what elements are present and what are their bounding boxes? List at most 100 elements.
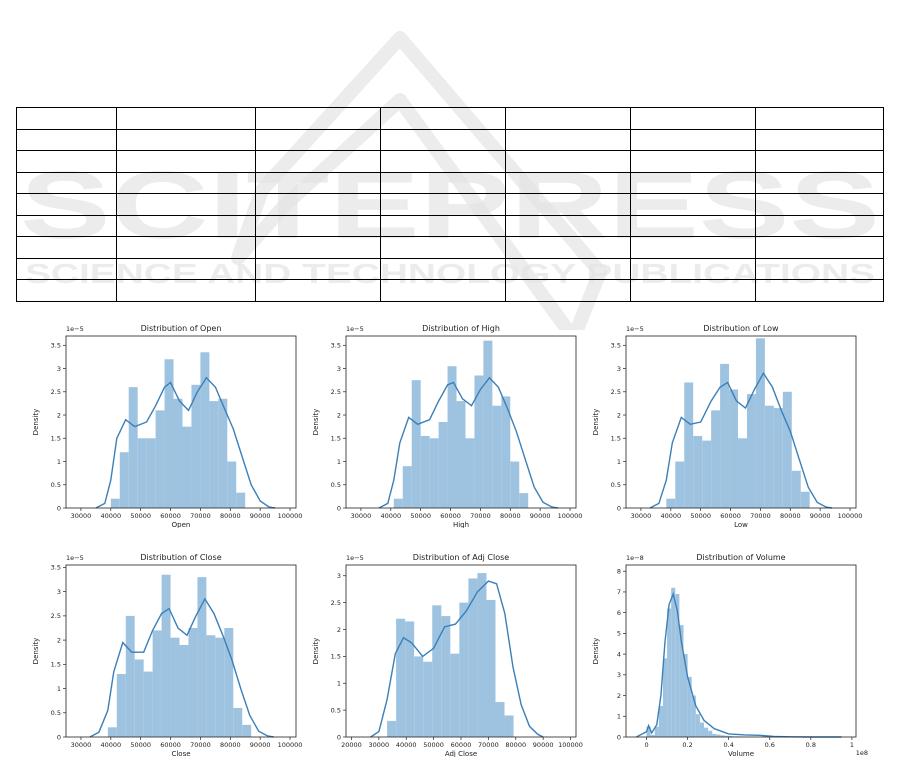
y-tick-label: 3: [337, 572, 341, 580]
histogram-bar: [393, 498, 403, 508]
table-cell: [755, 128, 884, 151]
chart-high: Distribution of High 1e−5 30000 40000 50000 6…: [310, 318, 590, 528]
table-cell: [755, 193, 884, 216]
histogram-bar: [173, 398, 183, 508]
histogram-bar: [699, 722, 705, 737]
table-cell: [16, 236, 117, 259]
y-tick-label: 3: [337, 365, 341, 373]
x-tick-label: 100000: [838, 512, 863, 520]
histogram-bar: [218, 398, 228, 508]
table-row: [16, 257, 884, 280]
x-tick-label: 80000: [505, 741, 526, 749]
x-tick-label: 90000: [250, 512, 271, 520]
histogram-bar: [658, 705, 663, 737]
histogram-bar: [693, 435, 703, 508]
x-tick-label: 80000: [220, 512, 241, 520]
histogram-bar: [110, 498, 120, 508]
histogram-bar: [691, 695, 696, 737]
table-cell: [255, 279, 381, 302]
histogram-bar: [683, 654, 688, 737]
table-cell: [16, 193, 117, 216]
histogram-bar: [432, 605, 442, 737]
table-cell: [16, 257, 117, 280]
histogram-bar: [646, 726, 651, 737]
x-tick-label: 40000: [100, 741, 121, 749]
chart-title: Distribution of High: [422, 324, 500, 333]
table-cell: [116, 171, 256, 194]
table-row: [16, 193, 884, 216]
chart-close: Distribution of Close 1e−5 30000 40000 50000…: [30, 547, 310, 757]
table-cell: [505, 107, 631, 130]
y-tick-label: 0.5: [331, 706, 341, 714]
x-tick-label: 40000: [396, 741, 417, 749]
y-axis-label: Density: [312, 638, 320, 665]
table-cell: [380, 150, 506, 173]
y-tick-label: 1: [617, 458, 621, 466]
histogram-bar: [687, 676, 692, 737]
histogram-bar: [654, 726, 659, 737]
x-axis-label: Volume: [728, 750, 754, 757]
histogram-bar: [155, 410, 165, 508]
plot-frame: [625, 564, 857, 738]
x-tick-label: 20000: [341, 741, 362, 749]
table-cell: [630, 171, 756, 194]
y-tick-label: 0: [57, 733, 61, 741]
table-cell: [755, 171, 884, 194]
histogram-bar: [188, 627, 198, 737]
x-tick-label: 100000: [558, 741, 583, 749]
x-tick-label: 0.6: [765, 741, 775, 749]
y-tick-label: 0.5: [51, 709, 61, 717]
table-cell: [116, 257, 256, 280]
histogram-bar: [438, 422, 448, 508]
histogram-bar: [708, 730, 713, 737]
y-tick-label: 0: [337, 733, 341, 741]
table-cell: [16, 107, 117, 130]
plot-frame: [65, 564, 297, 738]
histogram-bar: [477, 573, 487, 737]
table-row: [16, 107, 884, 130]
histogram-bar: [107, 727, 117, 737]
table-cell: [630, 193, 756, 216]
y-tick-label: 3: [57, 365, 61, 373]
plot-frame: [345, 335, 577, 509]
histogram-bar: [791, 470, 801, 508]
y-tick-label: 0.5: [611, 481, 621, 489]
histogram-bar: [387, 720, 397, 737]
table-cell: [630, 279, 756, 302]
histogram-bar: [170, 637, 180, 737]
table-cell: [116, 107, 256, 130]
table-cell: [380, 128, 506, 151]
x-tick-label: 30000: [369, 741, 390, 749]
histogram-bar: [179, 644, 189, 737]
table-cell: [380, 236, 506, 259]
histogram-bar: [242, 724, 252, 737]
histogram-bar: [492, 405, 502, 508]
y-offset-label: 1e−5: [66, 325, 84, 333]
table-cell: [116, 128, 256, 151]
histogram-bar: [411, 380, 421, 508]
histogram-bar: [143, 671, 153, 737]
x-tick-label: 30000: [71, 741, 92, 749]
plot-frame: [65, 335, 297, 509]
histogram-bar: [486, 599, 496, 737]
y-axis-label: Density: [592, 638, 600, 665]
histogram-bar: [191, 384, 201, 508]
y-tick-label: 3.5: [611, 342, 621, 350]
y-tick-label: 5: [617, 630, 621, 638]
x-axis-label: Adj Close: [445, 750, 477, 757]
y-offset-label: 1e−5: [346, 554, 364, 562]
histogram-bar: [405, 621, 415, 737]
table-cell: [755, 214, 884, 237]
table-cell: [16, 171, 117, 194]
y-tick-label: 1: [57, 458, 61, 466]
y-tick-label: 6: [617, 609, 621, 617]
histogram-bar: [197, 577, 207, 737]
table-cell: [380, 107, 506, 130]
y-tick-label: 2.5: [331, 599, 341, 607]
y-tick-label: 3: [57, 588, 61, 596]
y-tick-label: 0: [337, 504, 341, 512]
histogram-bar: [704, 727, 709, 737]
chart-open: Distribution of Open 1e−5 30000 40000 50000 6…: [30, 318, 310, 528]
y-tick-label: 7: [617, 588, 621, 596]
histogram-bar: [423, 661, 433, 737]
